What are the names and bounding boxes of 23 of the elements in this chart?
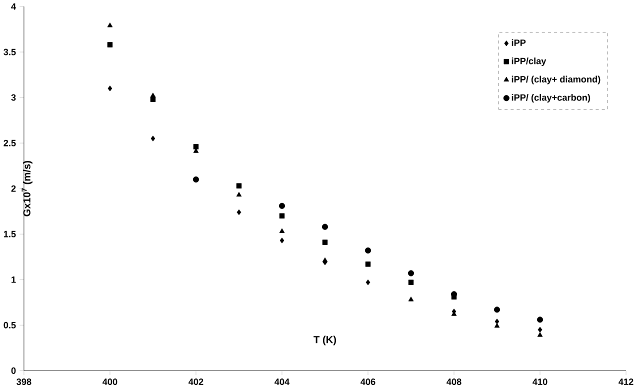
x-tick-label: 406: [360, 378, 376, 385]
y-tick-label: 2: [11, 185, 16, 192]
x-tick-label: 398: [16, 378, 32, 385]
legend-label: iPP/ (clay+ diamond): [512, 76, 600, 84]
y-tick-label: 4: [11, 3, 16, 10]
y-tick-label: 2.5: [4, 140, 16, 146]
x-tick-label: 410: [532, 378, 548, 385]
y-axis-title: Gx10$^{7}$ (m/s): [22, 160, 32, 216]
x-tick-label: 404: [274, 378, 290, 385]
x-axis-title: T (K): [314, 336, 336, 346]
y-tick-label: 1: [12, 276, 16, 283]
y-tick-label: 0: [11, 367, 16, 374]
y-tick-label: 1.5: [4, 230, 16, 238]
x-tick-label: 408: [446, 378, 462, 385]
y-tick-label: 3: [11, 94, 16, 101]
legend-label: iPP: [512, 39, 526, 46]
y-tick-label: 3.5: [4, 48, 16, 56]
y-tick-label: 0.5: [4, 322, 16, 328]
legend-label: iPP/ (clay+carbon): [512, 94, 590, 102]
legend-label: iPP/clay: [512, 57, 546, 66]
x-tick-label: 400: [102, 378, 118, 385]
x-tick-label: 402: [188, 378, 204, 385]
x-tick-label: 412: [618, 378, 634, 385]
